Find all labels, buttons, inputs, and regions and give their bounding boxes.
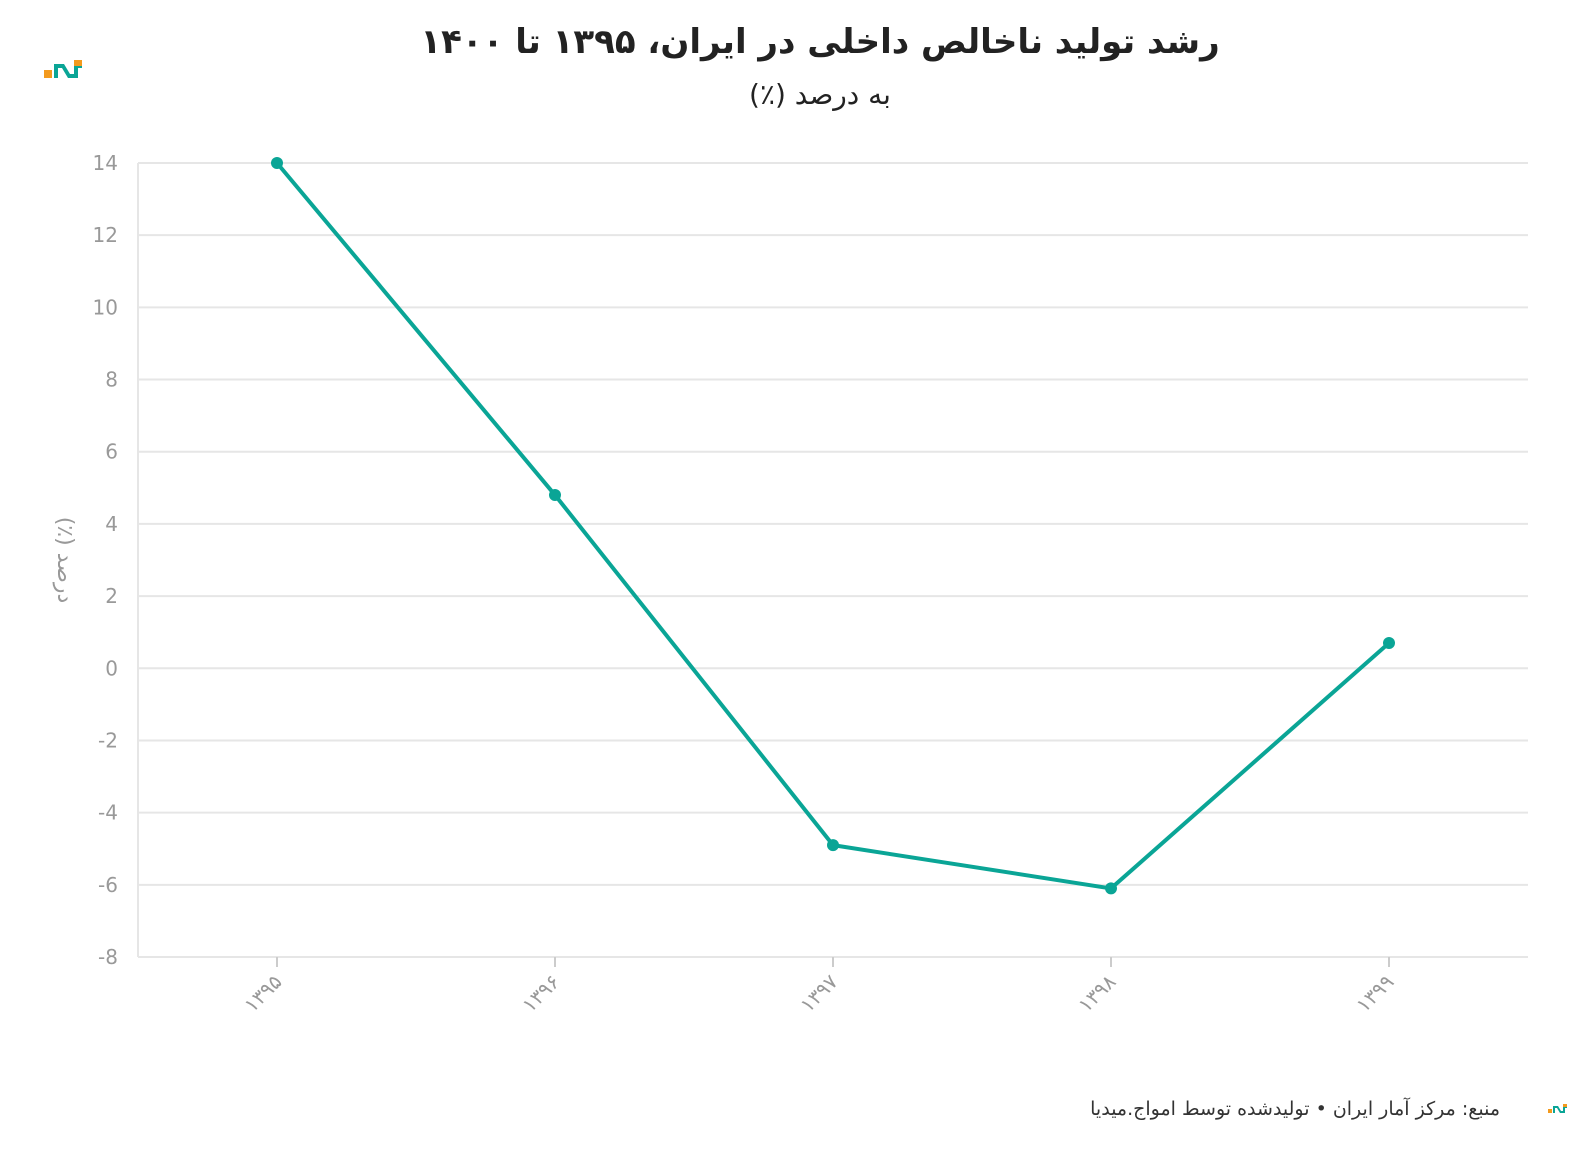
series-group bbox=[271, 157, 1395, 895]
y-tick-label: -8 bbox=[98, 945, 118, 969]
y-axis-label: درصد (٪) bbox=[52, 517, 77, 604]
y-tick-label: -6 bbox=[98, 873, 118, 897]
data-point[interactable] bbox=[1383, 637, 1395, 650]
x-tick-label: ۱۳۹۶ bbox=[517, 970, 564, 1017]
y-tick-label: 12 bbox=[93, 223, 118, 247]
y-tick-label: 2 bbox=[105, 584, 118, 608]
x-tick-label: ۱۳۹۷ bbox=[795, 969, 843, 1017]
data-point[interactable] bbox=[827, 839, 839, 852]
data-point[interactable] bbox=[1105, 882, 1117, 895]
data-point[interactable] bbox=[271, 157, 283, 169]
x-tick-label: ۱۳۹۵ bbox=[239, 970, 286, 1017]
brand-logo-icon bbox=[44, 60, 82, 78]
brand-logo-small-icon bbox=[1548, 1104, 1567, 1113]
y-tick-label: 8 bbox=[105, 368, 118, 392]
y-tick-label: 0 bbox=[105, 656, 118, 680]
line-chart: 14 12 10 8 6 4 2 0 -2 -4 -6 -8 ۱۳۹۵ ۱۳۹۶ ۱۳۹۷ ۱۳۹۸ ۱۳۹۹… bbox=[52, 151, 1528, 1017]
source-footer: منبع: مرکز آمار ایران • تولیدشده توسط ام… bbox=[1090, 1098, 1500, 1120]
y-tick-label: -2 bbox=[98, 728, 118, 752]
y-tick-label: 14 bbox=[93, 151, 118, 175]
y-tick-label: 4 bbox=[105, 512, 118, 536]
series-line bbox=[275, 161, 1391, 891]
grid-lines bbox=[137, 162, 1528, 958]
x-axis-ticks: ۱۳۹۵ ۱۳۹۶ ۱۳۹۷ ۱۳۹۸ ۱۳۹۹ bbox=[239, 957, 1399, 1017]
y-tick-label: 10 bbox=[93, 295, 118, 319]
chart-title: رشد تولید ناخالص داخلی در ایران، ۱۳۹۵ تا… bbox=[420, 22, 1220, 62]
x-tick-label: ۱۳۹۹ bbox=[1351, 970, 1398, 1017]
y-axis-ticks: 14 12 10 8 6 4 2 0 -2 -4 -6 -8 bbox=[93, 151, 118, 969]
x-tick-label: ۱۳۹۸ bbox=[1073, 969, 1121, 1017]
y-tick-label: 6 bbox=[105, 440, 118, 464]
data-point[interactable] bbox=[549, 489, 561, 502]
y-tick-label: -4 bbox=[98, 801, 118, 825]
chart-subtitle: به درصد (٪) bbox=[749, 78, 891, 111]
